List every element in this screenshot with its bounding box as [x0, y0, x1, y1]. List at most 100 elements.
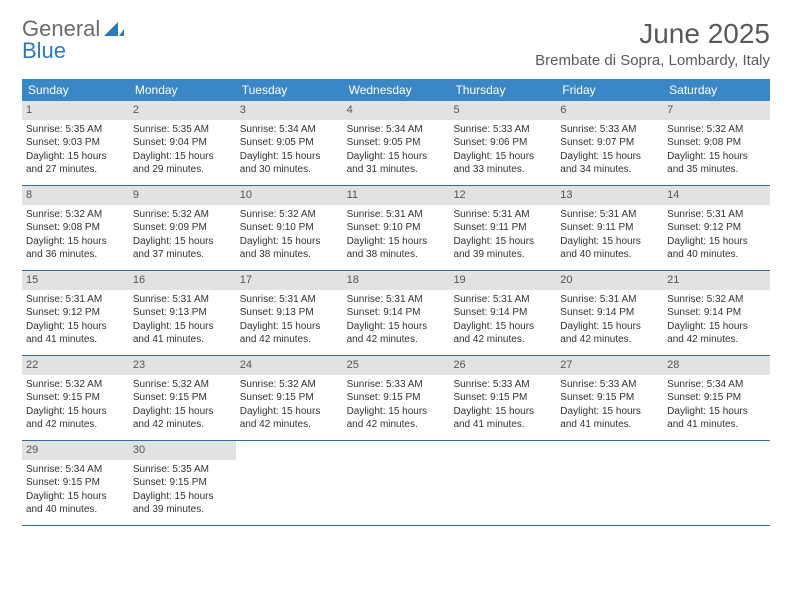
day-number: 15: [22, 271, 129, 290]
day-daylight2: and 40 minutes.: [667, 248, 766, 262]
day-daylight1: Daylight: 15 hours: [26, 490, 125, 504]
day-daylight2: and 42 minutes.: [347, 418, 446, 432]
day-number: 11: [343, 186, 450, 205]
day-number: 30: [129, 441, 236, 460]
day-daylight2: and 27 minutes.: [26, 163, 125, 177]
day-daylight1: Daylight: 15 hours: [240, 235, 339, 249]
day-daylight1: Daylight: 15 hours: [347, 150, 446, 164]
day-sunrise: Sunrise: 5:31 AM: [453, 208, 552, 222]
calendar-day-cell: 11Sunrise: 5:31 AMSunset: 9:10 PMDayligh…: [343, 186, 450, 270]
day-sunset: Sunset: 9:10 PM: [347, 221, 446, 235]
day-daylight2: and 42 minutes.: [667, 333, 766, 347]
day-number: 29: [22, 441, 129, 460]
calendar-day-cell: 26Sunrise: 5:33 AMSunset: 9:15 PMDayligh…: [449, 356, 556, 440]
calendar-day-cell: 29Sunrise: 5:34 AMSunset: 9:15 PMDayligh…: [22, 441, 129, 525]
day-number: 2: [129, 101, 236, 120]
day-daylight2: and 38 minutes.: [347, 248, 446, 262]
day-number: 5: [449, 101, 556, 120]
weekday-header-cell: Monday: [129, 79, 236, 101]
day-sunset: Sunset: 9:05 PM: [240, 136, 339, 150]
day-daylight2: and 42 minutes.: [240, 333, 339, 347]
calendar-day-cell: 3Sunrise: 5:34 AMSunset: 9:05 PMDaylight…: [236, 101, 343, 185]
day-daylight1: Daylight: 15 hours: [347, 235, 446, 249]
weekday-header-cell: Saturday: [663, 79, 770, 101]
day-daylight1: Daylight: 15 hours: [453, 320, 552, 334]
day-sunset: Sunset: 9:09 PM: [133, 221, 232, 235]
day-sunrise: Sunrise: 5:33 AM: [453, 123, 552, 137]
day-sunset: Sunset: 9:14 PM: [560, 306, 659, 320]
day-daylight1: Daylight: 15 hours: [26, 405, 125, 419]
calendar-day-cell: 20Sunrise: 5:31 AMSunset: 9:14 PMDayligh…: [556, 271, 663, 355]
calendar-week-row: 15 Sunrise: 5:31 AM Sunset: 9:12 PM Dayligh…: [22, 271, 770, 356]
day-daylight2: and 33 minutes.: [453, 163, 552, 177]
calendar-week-row: 29Sunrise: 5:34 AMSunset: 9:15 PMDayligh…: [22, 441, 770, 526]
day-number: 28: [663, 356, 770, 375]
calendar-day-cell: 10Sunrise: 5:32 AMSunset: 9:10 PMDayligh…: [236, 186, 343, 270]
day-daylight1: Daylight: 15 hours: [133, 490, 232, 504]
day-sunrise: Sunrise: 5:35 AM: [26, 123, 125, 137]
calendar-week-row: 1Sunrise: 5:35 AMSunset: 9:03 PMDaylight…: [22, 101, 770, 186]
month-title: June 2025: [535, 18, 770, 50]
page-header: General Blue June 2025 Brembate di Sopra…: [22, 18, 770, 69]
calendar-empty-cell: [556, 441, 663, 525]
day-daylight2: and 40 minutes.: [560, 248, 659, 262]
calendar-day-cell: 2Sunrise: 5:35 AMSunset: 9:04 PMDaylight…: [129, 101, 236, 185]
calendar-empty-cell: [449, 441, 556, 525]
day-sunrise: Sunrise: 5:35 AM: [133, 123, 232, 137]
day-sunrise: Sunrise: 5:31 AM: [560, 293, 659, 307]
day-sunrise: Sunrise: 5:31 AM: [240, 293, 339, 307]
day-daylight2: and 39 minutes.: [133, 503, 232, 517]
calendar-day-cell: 9Sunrise: 5:32 AMSunset: 9:09 PMDaylight…: [129, 186, 236, 270]
day-daylight2: and 41 minutes.: [453, 418, 552, 432]
day-sunrise: Sunrise: 5:31 AM: [667, 208, 766, 222]
calendar-day-cell: 12Sunrise: 5:31 AMSunset: 9:11 PMDayligh…: [449, 186, 556, 270]
calendar-day-cell: 27Sunrise: 5:33 AMSunset: 9:15 PMDayligh…: [556, 356, 663, 440]
day-sunset: Sunset: 9:15 PM: [347, 391, 446, 405]
day-sunrise: Sunrise: 5:31 AM: [133, 293, 232, 307]
day-daylight2: and 30 minutes.: [240, 163, 339, 177]
calendar-day-cell: 14 Sunrise: 5:31 AMSunset: 9:12 PMDayligh…: [663, 186, 770, 270]
day-sunset: Sunset: 9:15 PM: [133, 391, 232, 405]
day-daylight1: Daylight: 15 hours: [453, 150, 552, 164]
calendar-day-cell: 30Sunrise: 5:35 AMSunset: 9:15 PMDayligh…: [129, 441, 236, 525]
calendar-day-cell: 17Sunrise: 5:31 AMSunset: 9:13 PMDayligh…: [236, 271, 343, 355]
day-daylight1: Daylight: 15 hours: [667, 150, 766, 164]
day-number: 17: [236, 271, 343, 290]
day-sunrise: Sunrise: 5:32 AM: [26, 378, 125, 392]
day-daylight2: and 42 minutes.: [560, 333, 659, 347]
day-daylight1: Daylight: 15 hours: [240, 150, 339, 164]
weekday-header-cell: Tuesday: [236, 79, 343, 101]
day-number: 14: [663, 186, 770, 205]
calendar-day-cell: 6Sunrise: 5:33 AMSunset: 9:07 PMDaylight…: [556, 101, 663, 185]
day-number: 8: [22, 186, 129, 205]
day-sunset: Sunset: 9:15 PM: [453, 391, 552, 405]
day-sunset: Sunset: 9:15 PM: [240, 391, 339, 405]
calendar-empty-cell: [236, 441, 343, 525]
weekday-header-cell: Wednesday: [343, 79, 450, 101]
day-sunrise: Sunrise: 5:34 AM: [667, 378, 766, 392]
calendar-day-cell: 25Sunrise: 5:33 AMSunset: 9:15 PMDayligh…: [343, 356, 450, 440]
day-sunset: Sunset: 9:12 PM: [667, 221, 766, 235]
day-daylight2: and 37 minutes.: [133, 248, 232, 262]
calendar-page: General Blue June 2025 Brembate di Sopra…: [0, 0, 792, 544]
day-daylight1: Daylight: 15 hours: [667, 235, 766, 249]
day-sunrise: Sunrise: 5:32 AM: [667, 123, 766, 137]
day-sunset: Sunset: 9:12 PM: [26, 306, 125, 320]
day-daylight2: and 42 minutes.: [133, 418, 232, 432]
day-sunrise: Sunrise: 5:33 AM: [560, 378, 659, 392]
day-daylight2: and 29 minutes.: [133, 163, 232, 177]
day-sunset: Sunset: 9:14 PM: [667, 306, 766, 320]
day-sunset: Sunset: 9:13 PM: [133, 306, 232, 320]
day-daylight1: Daylight: 15 hours: [347, 320, 446, 334]
day-sunset: Sunset: 9:08 PM: [667, 136, 766, 150]
day-daylight1: Daylight: 15 hours: [667, 405, 766, 419]
day-daylight1: Daylight: 15 hours: [560, 235, 659, 249]
calendar-day-cell: 23Sunrise: 5:32 AMSunset: 9:15 PMDayligh…: [129, 356, 236, 440]
day-sunrise: Sunrise: 5:31 AM: [453, 293, 552, 307]
day-daylight1: Daylight: 15 hours: [560, 405, 659, 419]
day-sunrise: Sunrise: 5:33 AM: [560, 123, 659, 137]
day-sunset: Sunset: 9:06 PM: [453, 136, 552, 150]
day-daylight2: and 40 minutes.: [26, 503, 125, 517]
calendar-day-cell: 21Sunrise: 5:32 AMSunset: 9:14 PMDayligh…: [663, 271, 770, 355]
day-daylight1: Daylight: 15 hours: [667, 320, 766, 334]
